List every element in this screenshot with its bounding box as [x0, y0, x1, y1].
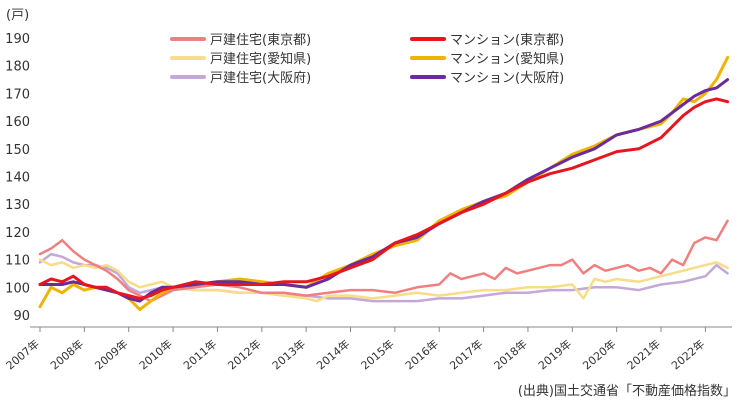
y-tick-label: 150 [5, 143, 30, 158]
x-tick-label: 2014年 [314, 337, 353, 373]
x-tick-label: 2012年 [225, 337, 264, 373]
chart-legend: 戸建住宅(東京都) マンション(東京都) 戸建住宅(愛知県) マンション(愛知県) 戸建… [170, 32, 564, 86]
y-tick-label: 120 [5, 226, 30, 241]
y-tick-label: 90 [13, 309, 30, 324]
x-tick-label: 2019年 [535, 337, 574, 373]
legend-label: 戸建住宅(東京都) [210, 32, 311, 48]
legend-label: マンション(東京都) [450, 32, 564, 48]
legend-label: 戸建住宅(大阪府) [210, 71, 311, 86]
x-tick-label: 2018年 [491, 337, 530, 373]
y-tick-label: 140 [5, 171, 30, 186]
source-note: (出典)国土交通省「不動産価格指数」 [517, 384, 736, 399]
x-tick-label: 2022年 [668, 337, 707, 373]
series-line [38, 97, 730, 300]
legend-label: マンション(愛知県) [450, 51, 564, 67]
legend-label: マンション(大阪府) [450, 71, 564, 86]
series-line [38, 55, 730, 311]
x-tick-label: 2007年 [3, 337, 42, 373]
x-tick-label: 2011年 [180, 337, 219, 373]
x-axis: 2007年 2008年 2009年 2010年 2011年 2012年 2013年 2014年… [3, 326, 732, 373]
series-line [38, 219, 729, 303]
y-tick-label: 160 [5, 115, 30, 130]
y-tick-label: 100 [5, 281, 30, 296]
x-tick-label: 2008年 [47, 337, 86, 373]
legend-label: 戸建住宅(愛知県) [210, 51, 311, 67]
y-tick-label: 180 [5, 60, 30, 75]
x-tick-label: 2020年 [580, 337, 619, 373]
y-axis: 90 100 110 120 130 140 150 160 170 180 190 [5, 32, 30, 324]
y-axis-unit-label: (戸) [6, 8, 30, 23]
x-tick-label: 2016年 [402, 337, 441, 373]
series-line [38, 258, 729, 303]
x-tick-label: 2017年 [447, 337, 486, 373]
y-tick-label: 130 [5, 198, 30, 213]
x-tick-label: 2015年 [358, 337, 397, 373]
plot-area [38, 55, 730, 311]
x-tick-label: 2013年 [269, 337, 308, 373]
x-tick-label: 2021年 [624, 337, 663, 373]
y-tick-label: 190 [5, 32, 30, 47]
y-tick-label: 110 [5, 254, 30, 269]
series-line [38, 78, 730, 303]
x-tick-label: 2009年 [92, 337, 131, 373]
series-line [38, 252, 729, 303]
x-tick-label: 2010年 [136, 337, 175, 373]
y-tick-label: 170 [5, 87, 30, 102]
